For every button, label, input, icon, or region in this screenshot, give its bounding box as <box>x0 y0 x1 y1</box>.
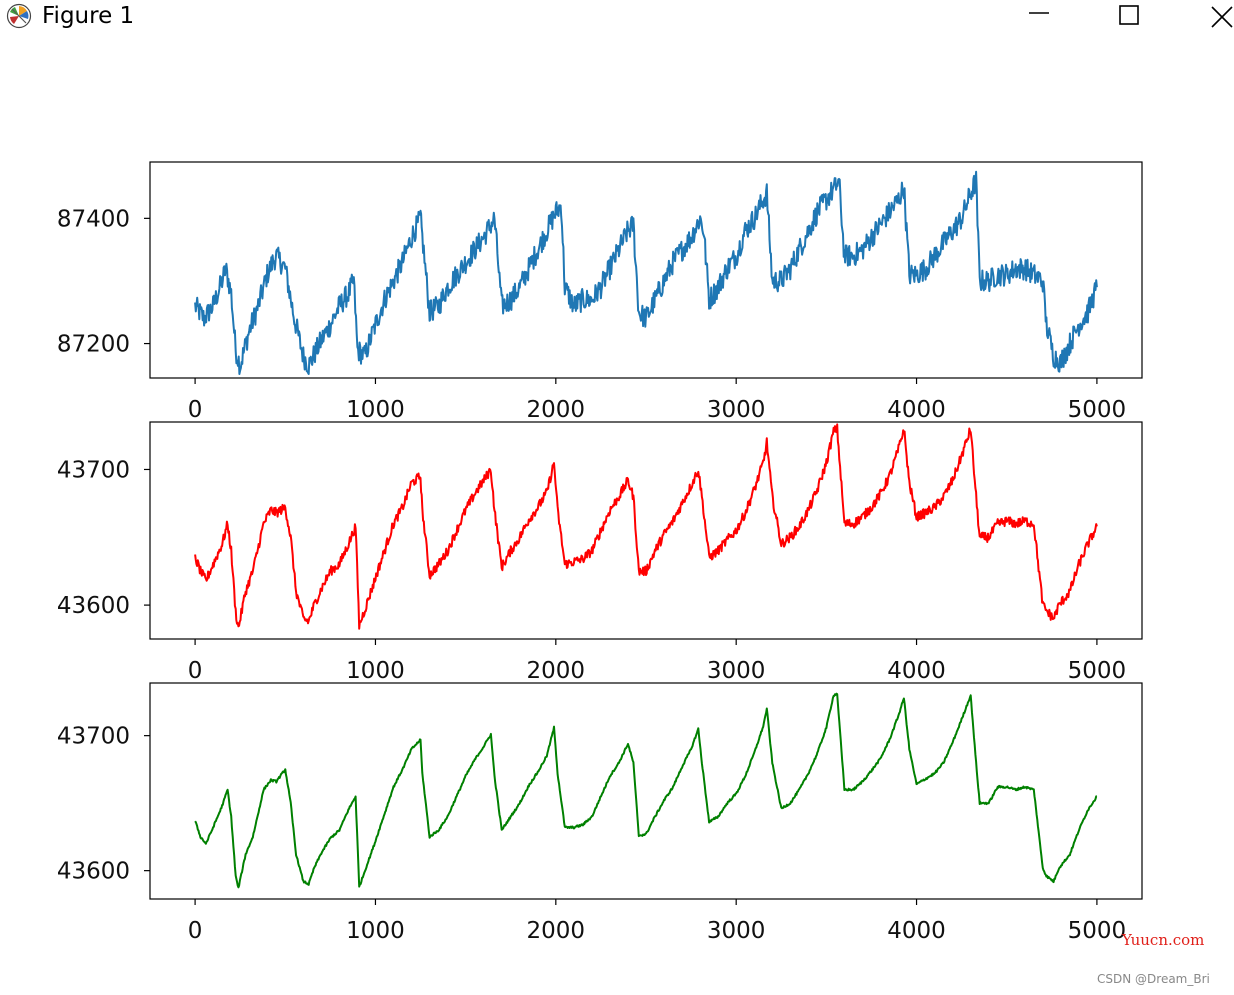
axes-frame <box>149 682 1143 900</box>
subplot-1: 0 1000 2000 3000 4000 5000 87200 87400 <box>57 161 1143 423</box>
axes-frame <box>149 421 1143 640</box>
x-tick-label: 2000 <box>527 918 586 944</box>
y-tick-label: 87200 <box>57 332 130 358</box>
x-tick-label: 0 <box>188 918 203 944</box>
y-tick-label: 43700 <box>57 457 130 483</box>
y-tick-label: 43600 <box>57 859 130 885</box>
y-tick-label: 43600 <box>57 593 130 619</box>
x-tick-label: 5000 <box>1068 658 1127 684</box>
minimize-button[interactable] <box>1016 0 1062 30</box>
series-line-2 <box>194 423 1098 630</box>
x-tick-label: 3000 <box>707 397 766 423</box>
x-tick-label: 4000 <box>887 397 946 423</box>
close-button[interactable] <box>1198 0 1234 30</box>
matplotlib-icon <box>6 3 32 29</box>
subplot-2: 0 1000 2000 3000 4000 5000 43600 43700 <box>57 421 1143 684</box>
watermark-site: Yuucn.com <box>1122 931 1205 949</box>
maximize-icon <box>1119 5 1139 25</box>
x-tick-label: 5000 <box>1068 918 1127 944</box>
x-tick-label: 0 <box>188 658 203 684</box>
subplot-3: 0 1000 2000 3000 4000 5000 43600 43700 <box>57 682 1143 944</box>
series-line-1 <box>194 170 1098 375</box>
window-title: Figure 1 <box>42 3 135 29</box>
x-tick-label: 1000 <box>346 918 405 944</box>
x-tick-label: 2000 <box>527 397 586 423</box>
x-tick-label: 3000 <box>707 918 766 944</box>
series-line-3 <box>194 692 1098 889</box>
x-tick-label: 2000 <box>527 658 586 684</box>
y-tick-label: 43700 <box>57 724 130 750</box>
x-tick-label: 4000 <box>887 658 946 684</box>
x-tick-label: 1000 <box>346 397 405 423</box>
watermark-author: CSDN @Dream_Bri <box>1097 972 1210 986</box>
close-icon <box>1211 6 1233 28</box>
x-tick-label: 3000 <box>707 658 766 684</box>
maximize-button[interactable] <box>1106 0 1152 30</box>
x-tick-label: 4000 <box>887 918 946 944</box>
minimize-icon <box>1029 12 1049 14</box>
x-tick-label: 0 <box>188 397 203 423</box>
x-tick-label: 5000 <box>1068 397 1127 423</box>
y-tick-label: 87400 <box>57 206 130 232</box>
axes-frame <box>149 161 1143 379</box>
window-titlebar: Figure 1 <box>0 0 1234 34</box>
x-tick-label: 1000 <box>346 658 405 684</box>
